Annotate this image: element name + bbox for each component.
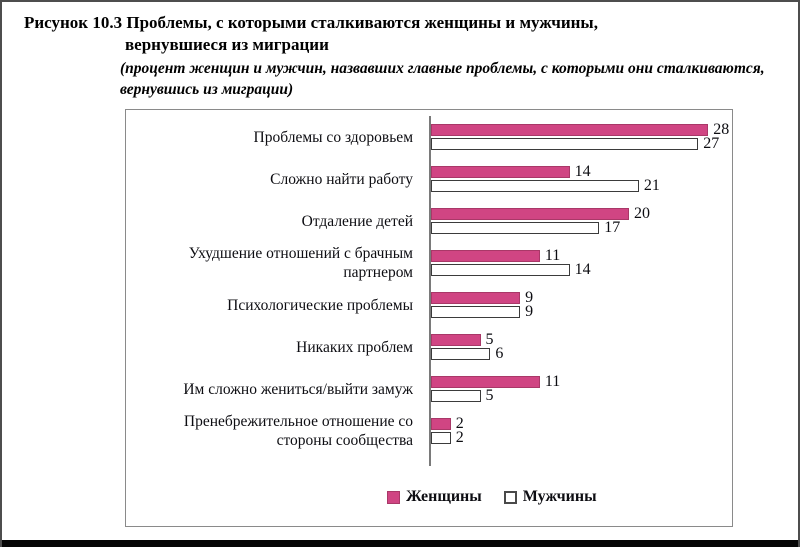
bar-men — [431, 138, 699, 150]
bar-line-men: 27 — [431, 135, 732, 152]
chart-row: Пренебрежительное отношение со стороны с… — [126, 410, 732, 452]
bar-women — [431, 124, 709, 136]
figure-header: Рисунок 10.3 Проблемы, с которыми сталки… — [24, 12, 784, 100]
bar-women — [431, 334, 481, 346]
value-label: 27 — [703, 135, 720, 152]
bar-line-women: 20 — [431, 205, 732, 222]
bar-line-men: 9 — [431, 303, 732, 320]
category-label: Отдаление детей — [301, 212, 413, 230]
bar-men — [431, 222, 600, 234]
legend-label-women: Женщины — [406, 488, 482, 505]
bar-line-men: 14 — [431, 261, 732, 278]
y-axis-line — [429, 116, 431, 466]
bar-men — [431, 264, 570, 276]
bar-men — [431, 390, 481, 402]
bar-women — [431, 292, 521, 304]
legend-item-men: Мужчины — [503, 488, 597, 506]
bar-men — [431, 348, 491, 360]
bar-group: 14 21 — [431, 163, 732, 194]
bar-line-men: 5 — [431, 387, 732, 404]
category-label: Им сложно жениться/выйти замуж — [183, 380, 413, 398]
chart-rows: Проблемы со здоровьем 28 27 Сложно найти ра… — [126, 116, 732, 452]
bar-group: 11 5 — [431, 373, 732, 404]
bar-line-women: 5 — [431, 331, 732, 348]
category-label: Ухудшение отношений с брачным партнером — [188, 245, 413, 281]
chart-row: Им сложно жениться/выйти замуж 11 5 — [126, 368, 732, 410]
value-label: 28 — [713, 121, 730, 138]
bar-group: 28 27 — [431, 121, 732, 152]
chart-row: Ухудшение отношений с брачным партнером 1… — [126, 242, 732, 284]
category-label: Проблемы со здоровьем — [253, 128, 413, 146]
category-label: Психологические проблемы — [227, 296, 413, 314]
legend-label-men: Мужчины — [522, 488, 597, 505]
chart-row: Отдаление детей 20 17 — [126, 200, 732, 242]
bar-group: 11 14 — [431, 247, 732, 278]
value-label: 6 — [495, 345, 504, 362]
bar-women — [431, 250, 540, 262]
bar-line-men: 6 — [431, 345, 732, 362]
value-label: 14 — [574, 261, 591, 278]
bar-line-women: 11 — [431, 373, 732, 390]
value-label: 5 — [485, 331, 494, 348]
value-label: 20 — [634, 205, 650, 222]
bar-women — [431, 208, 629, 220]
bar-men — [431, 432, 451, 444]
legend-item-women: Женщины — [387, 488, 482, 506]
bar-men — [431, 180, 639, 192]
chart-row: Проблемы со здоровьем 28 27 — [126, 116, 732, 158]
legend: Женщины Мужчины — [387, 488, 597, 506]
bar-group: 20 17 — [431, 205, 732, 236]
chart-area: Проблемы со здоровьем 28 27 Сложно найти ра… — [125, 109, 733, 527]
value-label: 11 — [544, 373, 561, 390]
legend-swatch-women-icon — [387, 490, 400, 504]
value-label: 11 — [544, 247, 561, 264]
bar-line-women: 9 — [431, 289, 732, 306]
bar-line-women: 14 — [431, 163, 732, 180]
figure-title-line2: вернувшиеся из миграции — [125, 35, 329, 54]
value-label: 21 — [643, 177, 660, 194]
category-label: Сложно найти работу — [270, 170, 413, 188]
bar-line-men: 21 — [431, 177, 732, 194]
page-bottom-rule — [2, 540, 798, 547]
value-label: 14 — [574, 163, 591, 180]
bar-line-women: 11 — [431, 247, 732, 264]
category-label: Никаких проблем — [296, 338, 413, 356]
value-label: 17 — [604, 219, 621, 236]
chart-row: Психологические проблемы 9 9 — [126, 284, 732, 326]
value-label: 2 — [455, 429, 464, 446]
figure-subtitle: (процент женщин и мужчин, назвавших глав… — [120, 58, 784, 100]
figure-subtitle-line2: вернувшись из миграции) — [120, 81, 294, 98]
value-label: 9 — [525, 289, 534, 306]
bar-women — [431, 376, 540, 388]
value-label: 2 — [455, 415, 464, 432]
bar-line-men: 17 — [431, 219, 732, 236]
bar-line-women: 28 — [431, 121, 732, 138]
category-label: Пренебрежительное отношение со стороны с… — [183, 413, 413, 449]
chart-row: Сложно найти работу 14 21 — [126, 158, 732, 200]
figure-title-line1: Рисунок 10.3 Проблемы, с которыми сталки… — [24, 13, 598, 32]
bar-line-men: 2 — [431, 429, 732, 446]
bar-line-women: 2 — [431, 415, 732, 432]
bar-women — [431, 418, 451, 430]
bar-women — [431, 166, 570, 178]
bar-men — [431, 306, 521, 318]
value-label: 5 — [485, 387, 494, 404]
chart-row: Никаких проблем 5 6 — [126, 326, 732, 368]
legend-swatch-men-icon — [503, 490, 517, 504]
figure-subtitle-line1: (процент женщин и мужчин, назвавших глав… — [120, 60, 765, 77]
value-label: 9 — [525, 303, 534, 320]
